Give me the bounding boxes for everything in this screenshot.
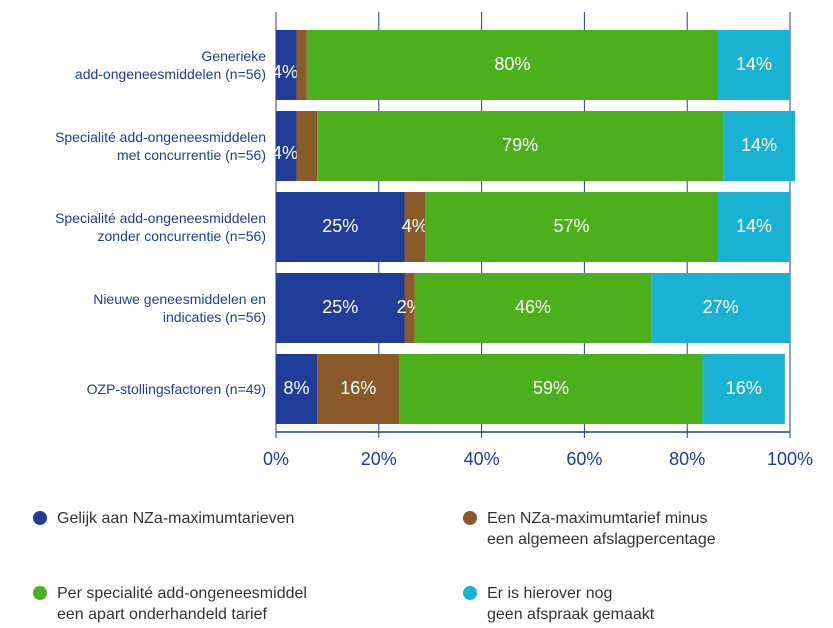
value-label: 80% [494, 54, 530, 74]
value-label: 14% [736, 216, 772, 236]
bar-segment [404, 192, 426, 262]
value-label: 25% [322, 216, 358, 236]
x-tick-label: 0% [263, 449, 289, 469]
value-label: 57% [554, 216, 590, 236]
legend-marker [33, 586, 47, 600]
legend-marker [463, 511, 477, 525]
value-label: 8% [284, 378, 310, 398]
value-label: 14% [736, 54, 772, 74]
bar-segment [702, 354, 785, 424]
category-label: Generieke add-ongeneesmiddelen (n=56) [74, 48, 266, 82]
x-tick-label: 60% [566, 449, 602, 469]
category-label: Nieuwe geneesmiddelen en indicaties (n=5… [93, 291, 266, 325]
legend-label: Een NZa-maximumtarief minus een algemeen… [487, 510, 716, 548]
x-tick-label: 40% [464, 449, 500, 469]
bar-segment [296, 30, 307, 100]
category-label: OZP-stollingsfactoren (n=49) [86, 381, 266, 397]
bar-segment [296, 111, 318, 181]
value-label: 27% [703, 297, 739, 317]
value-label: 46% [515, 297, 551, 317]
bar-segment [425, 192, 719, 262]
bar-segment [276, 273, 405, 343]
value-label: 4% [272, 143, 298, 163]
legend-label: Per specialité add-ongeneesmiddel een ap… [57, 585, 307, 623]
legend-label: Er is hierover nog geen afspraak gemaakt [487, 585, 655, 623]
value-label: 4% [402, 216, 428, 236]
legend-marker [463, 586, 477, 600]
bar-segment [317, 354, 400, 424]
bar-segment [276, 111, 297, 181]
x-tick-label: 80% [669, 449, 705, 469]
category-label: Specialité add-ongeneesmiddelen zonder c… [55, 210, 266, 244]
value-label: 14% [741, 135, 777, 155]
bar-segment [276, 192, 405, 262]
legend-label: Gelijk aan NZa-maximumtarieven [57, 510, 295, 527]
value-label: 16% [340, 378, 376, 398]
bar-segment [399, 354, 703, 424]
bar-segment [317, 111, 724, 181]
bar-segment [718, 192, 790, 262]
value-label: 59% [533, 378, 569, 398]
category-label: Specialité add-ongeneesmiddelen met conc… [55, 129, 266, 163]
value-label: 79% [502, 135, 538, 155]
bar-segment [276, 354, 318, 424]
bar-segment [404, 273, 415, 343]
bar-segment [718, 30, 790, 100]
value-label: 16% [726, 378, 762, 398]
x-tick-label: 20% [361, 449, 397, 469]
x-tick-label: 100% [767, 449, 813, 469]
bar-segment [651, 273, 790, 343]
bar-segment [723, 111, 796, 181]
value-label: 4% [272, 62, 298, 82]
bar-segment [276, 30, 297, 100]
bar-segment [414, 273, 652, 343]
bar-segment [306, 30, 719, 100]
legend-marker [33, 511, 47, 525]
value-label: 25% [322, 297, 358, 317]
